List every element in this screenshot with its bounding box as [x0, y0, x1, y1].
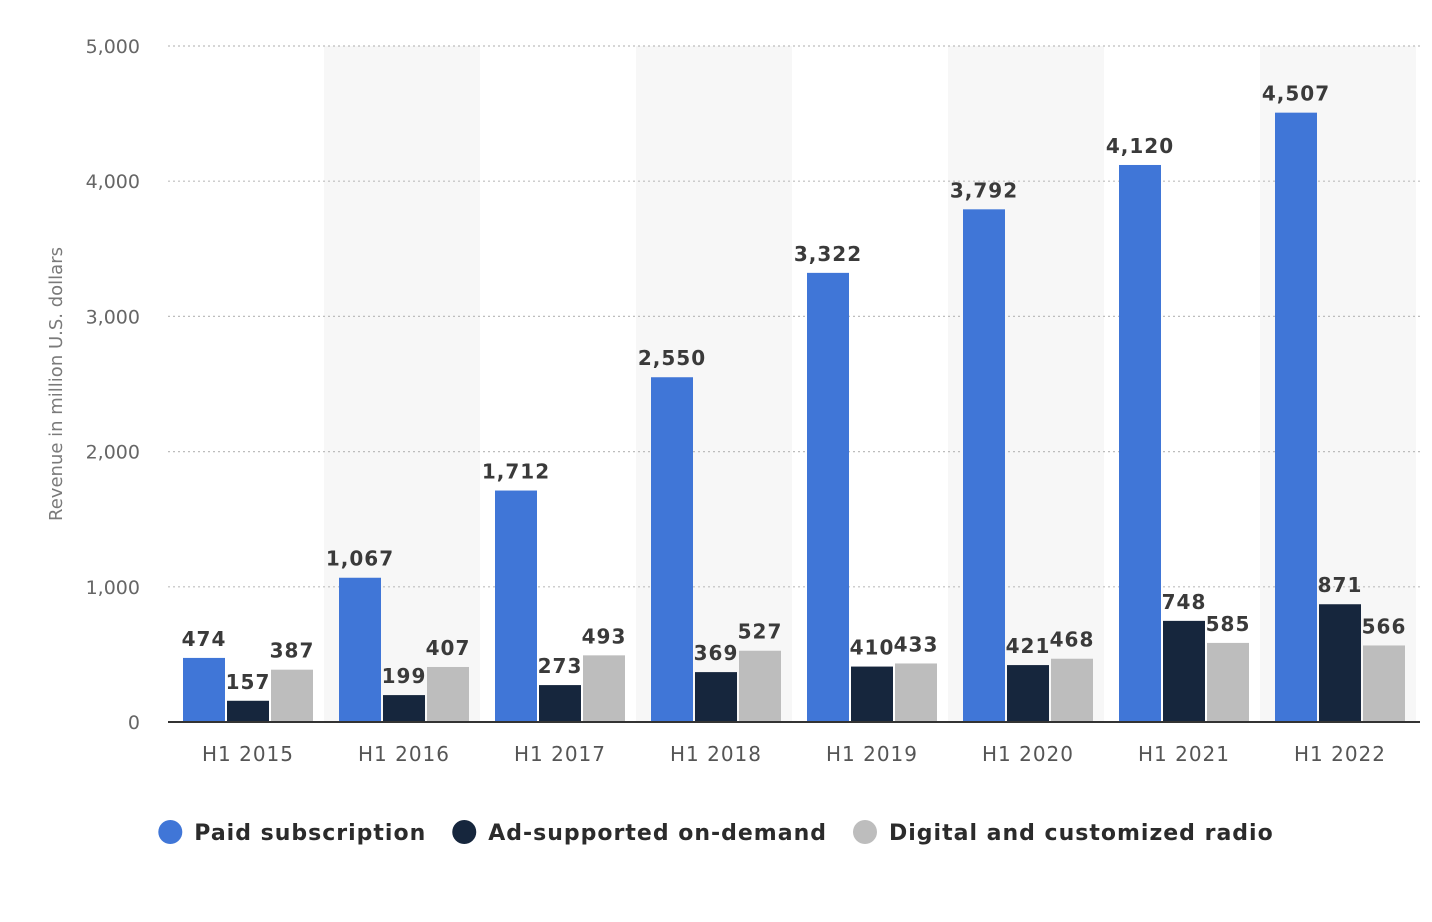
y-tick-label: 3,000 [86, 306, 140, 328]
data-label: 199 [382, 664, 427, 688]
data-label: 410 [850, 636, 895, 660]
y-tick-label: 0 [128, 712, 140, 734]
legend-label: Paid subscription [194, 821, 426, 846]
data-label: 3,322 [794, 242, 862, 266]
bar [739, 650, 781, 722]
bar [271, 669, 313, 722]
bar [427, 666, 469, 722]
data-label: 1,067 [326, 547, 394, 571]
bar [539, 685, 581, 722]
data-label: 4,120 [1106, 134, 1174, 158]
y-axis-ticks: 0 1,000 2,000 3,000 4,000 5,000 [86, 36, 140, 734]
data-label: 493 [582, 624, 627, 648]
data-label: 585 [1206, 612, 1251, 636]
bar [183, 657, 225, 722]
bar [339, 577, 381, 722]
bar [583, 655, 625, 722]
y-tick-label: 1,000 [86, 577, 140, 599]
data-label: 157 [226, 670, 271, 694]
data-label: 474 [182, 627, 227, 651]
bar [1207, 642, 1249, 722]
legend-swatch [158, 820, 183, 844]
x-tick-label: H1 2019 [826, 742, 918, 766]
legend-item[interactable]: Digital and customized radio [852, 820, 1274, 846]
x-tick-label: H1 2015 [202, 742, 294, 766]
data-label: 1,712 [482, 460, 550, 484]
x-tick-label: H1 2021 [1138, 742, 1230, 766]
x-tick-label: H1 2017 [514, 742, 606, 766]
legend-item[interactable]: Paid subscription [158, 820, 426, 846]
data-label: 273 [538, 654, 583, 678]
legend-label: Ad-supported on-demand [488, 821, 827, 846]
data-label: 2,550 [638, 346, 706, 370]
bar [695, 672, 737, 722]
value-labels: 4741573871,0671994071,7122734932,5503695… [182, 82, 1407, 694]
bar [227, 700, 269, 722]
bar [495, 490, 537, 722]
data-label: 4,507 [1262, 82, 1330, 106]
y-tick-label: 4,000 [86, 171, 140, 193]
data-label: 387 [270, 639, 315, 663]
x-tick-label: H1 2016 [358, 742, 450, 766]
data-label: 566 [1362, 614, 1407, 638]
bar [1319, 604, 1361, 722]
y-tick-label: 2,000 [86, 442, 140, 464]
x-tick-label: H1 2018 [670, 742, 762, 766]
legend-swatch [452, 820, 477, 844]
bar [851, 666, 893, 722]
data-label: 421 [1006, 634, 1051, 658]
bar [1163, 620, 1205, 722]
bar [807, 272, 849, 722]
bar [963, 209, 1005, 722]
x-axis-ticks: H1 2015 H1 2016 H1 2017 H1 2018 H1 2019 H1 20… [202, 742, 1386, 766]
legend-item[interactable]: Ad-supported on-demand [452, 820, 827, 846]
bar [383, 695, 425, 722]
data-label: 871 [1318, 573, 1363, 597]
x-tick-label: H1 2020 [982, 742, 1074, 766]
bar [1007, 665, 1049, 722]
alternating-bands [324, 46, 1416, 722]
bar [895, 663, 937, 722]
data-label: 468 [1050, 628, 1095, 652]
data-label: 369 [694, 641, 739, 665]
bar [651, 377, 693, 722]
gridlines [168, 45, 1420, 588]
bar [1051, 658, 1093, 722]
data-label: 3,792 [950, 178, 1018, 202]
data-label: 527 [738, 620, 783, 644]
x-tick-label: H1 2022 [1294, 742, 1386, 766]
bar [1119, 164, 1161, 722]
data-label: 433 [894, 632, 939, 656]
bar [1363, 645, 1405, 722]
data-label: 748 [1162, 590, 1207, 614]
data-label: 407 [426, 636, 471, 660]
y-tick-label: 5,000 [86, 36, 140, 58]
y-axis-label: Revenue in million U.S. dollars [46, 247, 67, 521]
bars [183, 112, 1405, 722]
legend-label: Digital and customized radio [889, 821, 1274, 846]
bar [1275, 112, 1317, 722]
legend: Paid subscription Ad-supported on-demand D… [158, 820, 1273, 846]
legend-swatch [852, 820, 877, 844]
